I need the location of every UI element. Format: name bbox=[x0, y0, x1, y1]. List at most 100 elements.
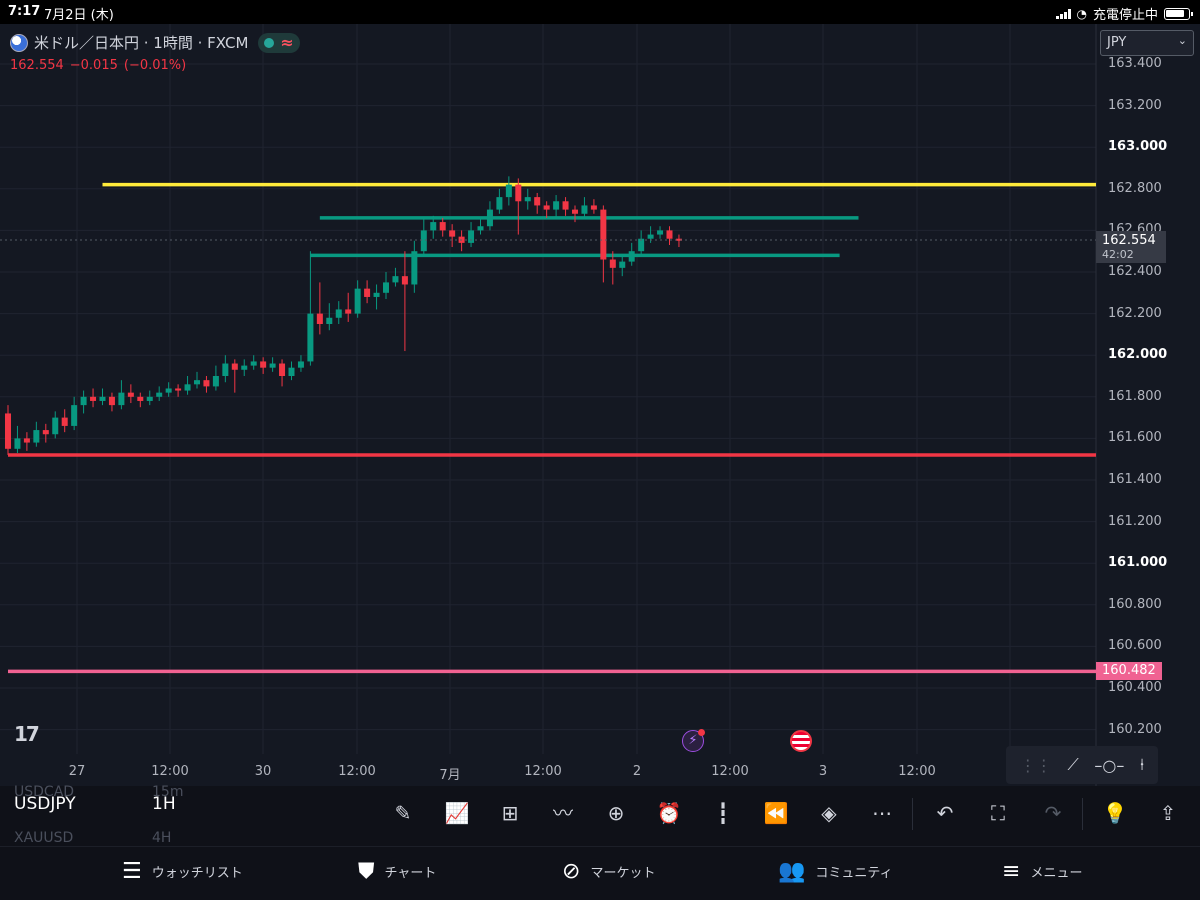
price-tick-label: 160.600 bbox=[1108, 638, 1162, 654]
candle bbox=[383, 272, 389, 300]
grip-icon[interactable]: ⋮⋮ bbox=[1019, 755, 1052, 775]
redo-icon[interactable]: ↷ bbox=[1044, 801, 1062, 825]
candlestick-chart[interactable] bbox=[0, 24, 1200, 786]
chart-icon: ⛊ bbox=[358, 859, 375, 884]
candle-body bbox=[212, 376, 219, 387]
bottom-toolbar: USDCAD 15m USDJPY 1H XAUUSD 4H ✎ 📈 ⊞ 〰 ⊕… bbox=[0, 784, 1200, 846]
candle bbox=[675, 234, 682, 248]
tab-chart[interactable]: ⛊ チャート bbox=[358, 859, 436, 884]
undo-icon[interactable]: ↶ bbox=[936, 801, 954, 825]
candle-body bbox=[505, 184, 512, 198]
candle-body bbox=[288, 367, 295, 376]
horizontal-ray-icon[interactable]: –○– bbox=[1094, 755, 1125, 775]
vertical-line-icon[interactable]: ⍿ bbox=[1140, 755, 1145, 774]
candle-body bbox=[184, 384, 191, 391]
share-icon[interactable]: ⇪ bbox=[1159, 801, 1177, 825]
candle-body bbox=[307, 313, 314, 362]
candle-body bbox=[80, 396, 87, 406]
candle-body bbox=[600, 209, 607, 260]
ideas-icon[interactable]: 💡 bbox=[1102, 801, 1128, 825]
candle bbox=[279, 359, 286, 387]
interval-picker[interactable]: 1H bbox=[152, 794, 176, 814]
ghost-interval-prev: 15m bbox=[152, 784, 184, 800]
charging-status: 充電停止中 bbox=[1092, 8, 1158, 23]
candle bbox=[534, 192, 541, 214]
add-icon[interactable]: ⊕ bbox=[607, 801, 625, 825]
price-tick-label: 161.600 bbox=[1108, 430, 1162, 446]
tab-market[interactable]: ⊘ マーケット bbox=[562, 859, 655, 884]
candle-body bbox=[203, 380, 210, 387]
candle bbox=[241, 359, 248, 376]
candle-body bbox=[383, 282, 389, 293]
candle-body bbox=[628, 251, 635, 262]
candle bbox=[156, 386, 163, 401]
price-tick-label: 161.000 bbox=[1108, 555, 1168, 571]
candle-body bbox=[326, 317, 333, 324]
candle-body bbox=[175, 388, 182, 391]
market-status-pill[interactable]: ≈ bbox=[258, 32, 300, 53]
layers-icon[interactable]: ◈ bbox=[821, 801, 837, 825]
compass-icon: ⊘ bbox=[562, 859, 581, 884]
candle-body bbox=[33, 430, 40, 443]
replay-icon[interactable]: ⏪ bbox=[763, 801, 789, 825]
tab-chart-label: チャート bbox=[384, 866, 437, 881]
candle-body bbox=[241, 365, 248, 370]
time-tick-label: 12:00 bbox=[711, 764, 749, 779]
fullscreen-icon[interactable]: ⛶ bbox=[991, 801, 1005, 825]
chart-legend[interactable]: 米ドル／日本円 · 1時間 · FXCM ≈ bbox=[10, 32, 300, 53]
compare-icon[interactable]: 〰 bbox=[553, 801, 573, 825]
candle-body bbox=[364, 288, 371, 297]
currency-select[interactable]: JPY ⌄ bbox=[1100, 30, 1194, 56]
candle-body bbox=[486, 209, 493, 227]
templates-icon[interactable]: ⊞ bbox=[501, 801, 519, 825]
tab-menu-label: メニュー bbox=[1030, 866, 1083, 881]
trend-line-icon[interactable]: ⟋ bbox=[1067, 755, 1079, 774]
candle bbox=[628, 242, 635, 266]
usdjpy-flag-icon bbox=[10, 33, 28, 52]
chevron-down-icon: ⌄ bbox=[1177, 34, 1187, 47]
candle-body bbox=[269, 363, 276, 368]
candle bbox=[250, 355, 257, 370]
candle bbox=[212, 365, 219, 391]
candle bbox=[619, 255, 626, 277]
alert-icon[interactable]: ⏰ bbox=[656, 801, 682, 825]
candle bbox=[80, 390, 87, 414]
candle bbox=[335, 301, 342, 324]
candle-body bbox=[231, 363, 238, 370]
tab-watchlist-label: ウォッチリスト bbox=[151, 866, 243, 881]
more-icon[interactable]: ⋯ bbox=[872, 801, 892, 825]
candle-body bbox=[619, 261, 626, 268]
candle bbox=[307, 251, 314, 366]
candle bbox=[392, 267, 399, 287]
tab-community-label: コミュニティ bbox=[815, 866, 893, 881]
candle-body bbox=[61, 417, 68, 426]
symbol-picker[interactable]: USDJPY bbox=[14, 794, 76, 814]
drawing-quick-panel[interactable]: ⋮⋮ ⟋ –○– ⍿ bbox=[1006, 746, 1158, 784]
chart-area[interactable]: 米ドル／日本円 · 1時間 · FXCM ≈ 162.554 −0.015 (−… bbox=[0, 24, 1200, 786]
indicators-icon[interactable]: 📈 bbox=[444, 801, 470, 825]
candle bbox=[33, 421, 40, 447]
candle bbox=[515, 178, 522, 235]
symbol-title: 米ドル／日本円 · 1時間 · FXCM bbox=[34, 34, 249, 52]
candle bbox=[411, 240, 418, 293]
pen-icon[interactable]: ✎ bbox=[394, 801, 412, 825]
us-event-flag-icon[interactable] bbox=[790, 730, 812, 752]
lightning-event-icon[interactable]: ⚡ bbox=[682, 729, 705, 752]
ghost-interval-next: 4H bbox=[152, 830, 172, 846]
price-tick-label: 160.200 bbox=[1108, 721, 1162, 737]
candle bbox=[61, 409, 68, 433]
time-tick-label: 2 bbox=[632, 764, 642, 779]
tab-market-label: マーケット bbox=[590, 866, 656, 881]
time-tick-label: 12:00 bbox=[338, 764, 376, 779]
tab-menu[interactable]: ≡ メニュー bbox=[1002, 859, 1082, 884]
candle-body bbox=[14, 438, 21, 449]
tab-community[interactable]: 👥 コミュニティ bbox=[778, 859, 893, 884]
candle-body bbox=[90, 396, 97, 401]
candle bbox=[118, 380, 125, 410]
tab-watchlist[interactable]: ☰ ウォッチリスト bbox=[122, 859, 243, 884]
candle-body bbox=[127, 392, 134, 397]
last-price: 162.554 bbox=[10, 58, 64, 73]
candle-body bbox=[534, 197, 541, 206]
candle bbox=[260, 357, 267, 374]
candles-icon[interactable]: ┇ bbox=[716, 801, 730, 825]
